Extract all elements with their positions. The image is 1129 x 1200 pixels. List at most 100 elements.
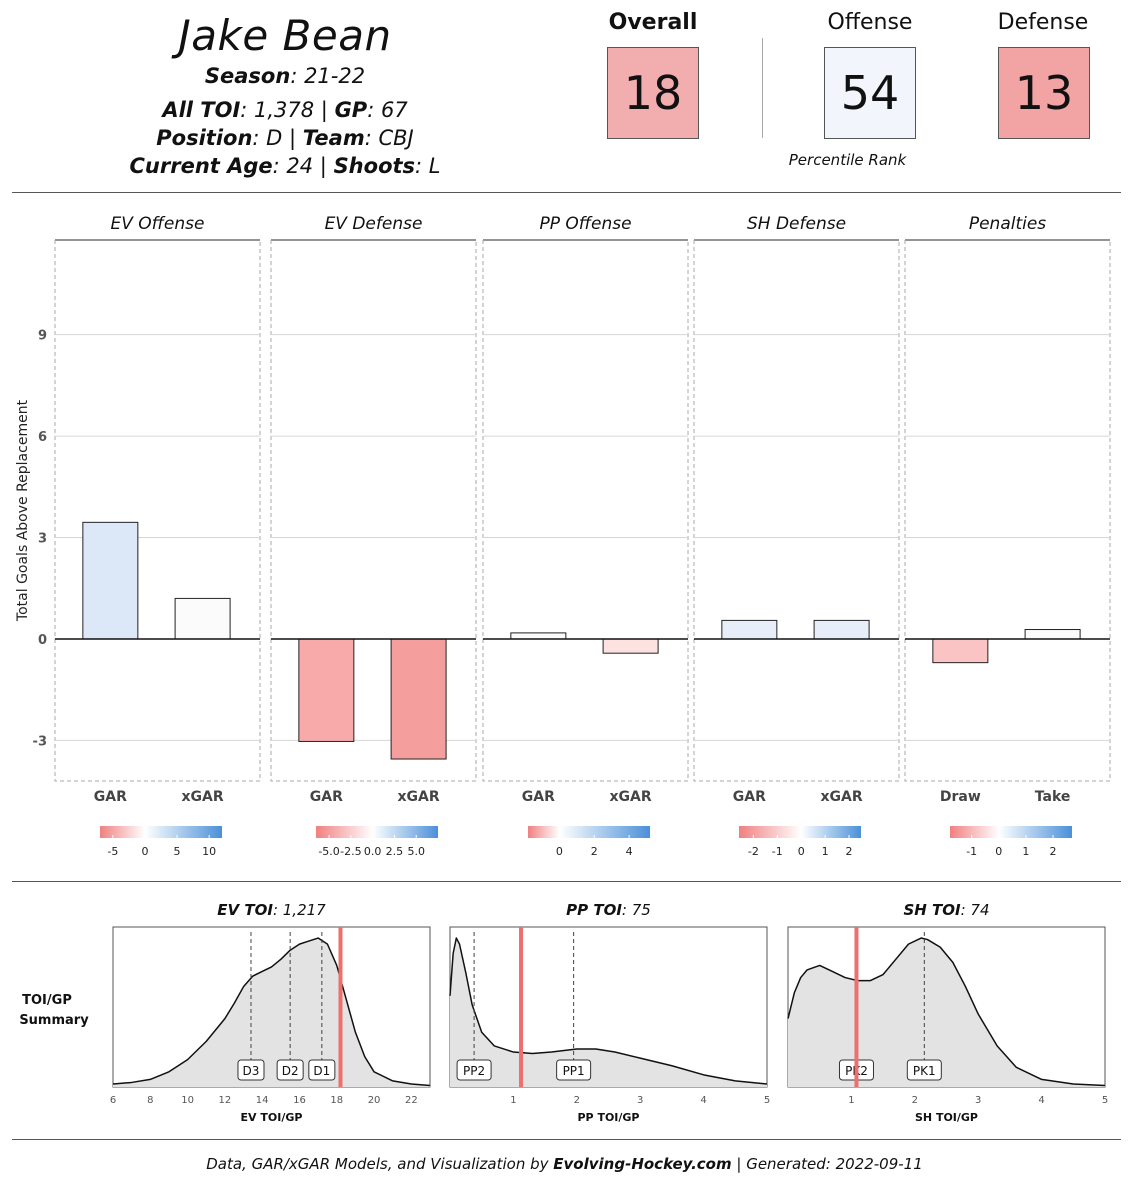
x-tick-label: 1 [510,1095,516,1106]
season-label: Season [204,64,291,88]
x-tick-label: 3 [975,1095,981,1106]
legend-tick-label: 5 [174,845,181,858]
line-label-box [237,1059,265,1081]
defense-label: Defense [997,10,1089,35]
gp-value: : 67 [367,98,408,122]
gp-label: GP [334,98,368,122]
legend-colorbar [950,826,1072,838]
bar-take [1024,629,1081,640]
x-tick-label: 5 [1102,1095,1108,1106]
panel-border [482,240,689,782]
x-tick-label: xGAR [398,789,440,805]
legend-tick-label: 2 [1050,845,1057,858]
density-area [113,938,430,1087]
legend-tick-label: 0 [556,845,563,858]
x-tick-label: 12 [219,1095,232,1106]
bar-gar [298,638,355,742]
legend-tick-label: -5 [107,845,118,858]
panel-title: SH Defense [747,214,846,234]
line-label: PK1 [913,1064,936,1078]
line-label: PP2 [463,1064,485,1078]
x-tick-label: Draw [940,789,981,805]
x-tick-label: 20 [368,1095,381,1106]
x-tick-label: 16 [293,1095,306,1106]
position-line: Position: D | Team: CBJ [60,124,510,152]
legend-tick-label: 0 [141,845,148,858]
position-label: Position [156,126,253,150]
shoots-label: Shoots [333,154,416,178]
x-tick-label: GAR [310,789,343,805]
toi-line: All TOI: 1,378 | GP: 67 [60,96,510,124]
toi-panel: PP TOI: 75 PP2 PP1 1 2 3 4 5 PP TOI/GP [449,901,770,1124]
percentile-caption: Percentile Rank [788,151,907,169]
toi-title-bold: PP TOI [566,901,622,919]
bar-draw [932,638,989,664]
panel-border [54,240,261,782]
bar-xgar [174,597,231,640]
panel-title: EV Defense [325,214,423,234]
toi-panel-title: PP TOI: 75 [566,901,651,919]
toi-panel-title: EV TOI: 1,217 [217,901,326,919]
line-label: D3 [243,1064,260,1078]
age-value: : 24 | [272,154,334,178]
x-tick-label: 3 [637,1095,643,1106]
row-label: Summary [19,1013,89,1028]
x-tick-label: 5 [764,1095,770,1106]
legend-tick-label: 1 [822,845,829,858]
legend-tick-label: 0 [995,845,1002,858]
panel-title: PP Offense [539,214,631,234]
toi-title-value: : 1,217 [273,901,326,919]
header-separator [12,192,1121,193]
x-tick-label: 18 [330,1095,343,1106]
line-label-box [456,1059,492,1081]
overall-label: Overall [608,10,698,35]
legend-tick-label: 1 [1022,845,1029,858]
line-label-box [308,1059,336,1081]
gar-panel: EV Defense GAR xGAR -5.0 -2.5 0.0 2.5 5.0 [270,214,477,858]
season-value: : 21-22 [290,64,366,88]
x-tick-label: 22 [405,1095,418,1106]
panel-border [693,240,900,782]
y-tick-label: 9 [38,329,47,344]
player-name: Jake Bean [178,11,392,60]
age-label: Current Age [129,154,273,178]
panel-title: Penalties [969,214,1046,234]
season-line: Season: 21-22 [60,62,510,90]
bar-gar [82,521,139,640]
legend-tick-label: -2 [748,845,759,858]
x-axis-title: SH TOI/GP [915,1111,978,1124]
legend-tick-label: 5.0 [407,845,425,858]
footer-prefix: Data, GAR/xGAR Models, and Visualization… [206,1155,554,1173]
bar-gar [510,632,567,640]
x-tick-label: xGAR [610,789,652,805]
line-label: PP1 [563,1064,585,1078]
density-area [788,938,1105,1087]
player-info: Jake Bean Season: 21-22 All TOI: 1,378 |… [60,10,510,180]
y-tick-label: -3 [33,734,47,749]
line-label-box [556,1059,592,1081]
legend-tick-label: 2.5 [386,845,404,858]
x-tick-label: GAR [522,789,555,805]
defense-rank-box: 13 [998,47,1090,139]
y-tick-label: 6 [38,430,47,445]
position-value: : D | [252,126,303,150]
gar-bar-chart: Total Goals Above Replacement 9 6 3 0 -3 EV Of… [15,214,1111,858]
gar-panel: Penalties Draw Take -1 0 1 2 [904,214,1111,858]
footer-brand: Evolving-Hockey.com [553,1155,732,1173]
legend-colorbar [100,826,222,838]
panel-title: EV Offense [111,214,205,234]
toi-value: : 1,378 | [240,98,335,122]
x-tick-label: 14 [256,1095,269,1106]
line-label-box [906,1059,942,1081]
legend-tick-label: 0 [798,845,805,858]
toi-title-value: : 74 [961,901,990,919]
bar-xgar [602,638,659,654]
footer-suffix: | Generated: 2022-09-11 [731,1155,923,1173]
x-tick-label: 2 [574,1095,580,1106]
toi-title-value: : 75 [622,901,651,919]
footer-separator [12,1139,1121,1140]
legend-colorbar [316,826,438,838]
y-tick-label: 0 [38,633,47,648]
gar-panel: SH Defense GAR xGAR -2 -1 0 1 2 [693,214,900,858]
rank-divider [762,38,763,138]
